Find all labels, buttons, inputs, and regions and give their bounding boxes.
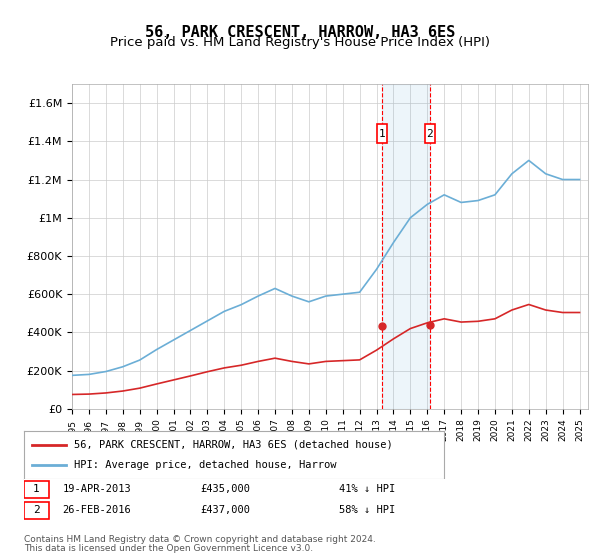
Text: 1: 1 bbox=[33, 484, 40, 494]
Text: Contains HM Land Registry data © Crown copyright and database right 2024.: Contains HM Land Registry data © Crown c… bbox=[24, 535, 376, 544]
Text: 2: 2 bbox=[33, 505, 40, 515]
Text: HPI: Average price, detached house, Harrow: HPI: Average price, detached house, Harr… bbox=[74, 460, 337, 470]
Text: 2: 2 bbox=[427, 129, 433, 139]
FancyBboxPatch shape bbox=[425, 124, 435, 143]
Text: 41% ↓ HPI: 41% ↓ HPI bbox=[338, 484, 395, 494]
Text: 19-APR-2013: 19-APR-2013 bbox=[62, 484, 131, 494]
Text: £437,000: £437,000 bbox=[200, 505, 251, 515]
Text: This data is licensed under the Open Government Licence v3.0.: This data is licensed under the Open Gov… bbox=[24, 544, 313, 553]
Bar bbox=[382, 84, 430, 409]
FancyBboxPatch shape bbox=[24, 481, 49, 498]
Text: 26-FEB-2016: 26-FEB-2016 bbox=[62, 505, 131, 515]
Text: 1: 1 bbox=[378, 129, 385, 139]
Text: 56, PARK CRESCENT, HARROW, HA3 6ES (detached house): 56, PARK CRESCENT, HARROW, HA3 6ES (deta… bbox=[74, 440, 393, 450]
Text: 56, PARK CRESCENT, HARROW, HA3 6ES: 56, PARK CRESCENT, HARROW, HA3 6ES bbox=[145, 25, 455, 40]
Text: 58% ↓ HPI: 58% ↓ HPI bbox=[338, 505, 395, 515]
Text: £435,000: £435,000 bbox=[200, 484, 251, 494]
FancyBboxPatch shape bbox=[377, 124, 386, 143]
Text: Price paid vs. HM Land Registry's House Price Index (HPI): Price paid vs. HM Land Registry's House … bbox=[110, 36, 490, 49]
FancyBboxPatch shape bbox=[24, 502, 49, 519]
